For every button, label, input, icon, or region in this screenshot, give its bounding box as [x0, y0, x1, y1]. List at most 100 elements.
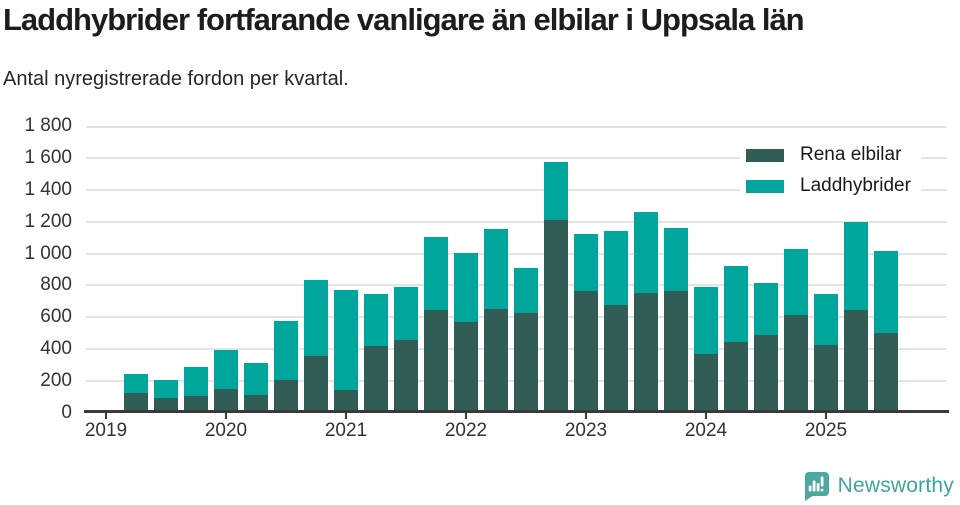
bar-group	[514, 268, 538, 413]
chart: 0 200 400 600 800 1 000 1 200 1 400 1 600 1 800 2…	[0, 115, 960, 441]
bar-group	[154, 380, 178, 413]
y-axis-label: 1 400	[24, 179, 72, 200]
x-axis-label: 2024	[684, 420, 728, 441]
bar-segment-laddhybrider	[634, 212, 658, 293]
y-axis-label: 0	[61, 402, 72, 423]
y-axis-label: 400	[40, 338, 72, 359]
bar-group	[244, 363, 268, 413]
bar-segment-laddhybrider	[724, 266, 748, 342]
bar-segment-laddhybrider	[334, 290, 358, 390]
x-axis-label: 2019	[84, 420, 128, 441]
bar-segment-rena-elbilar	[394, 340, 418, 413]
bar-group	[604, 231, 628, 413]
bar-group	[184, 367, 208, 413]
bar-group	[484, 229, 508, 413]
bar-group	[334, 290, 358, 413]
bar-segment-rena-elbilar	[274, 380, 298, 413]
bar-segment-laddhybrider	[244, 363, 268, 395]
bar-segment-laddhybrider	[874, 251, 898, 333]
bar-group	[454, 253, 478, 413]
bar-group	[394, 287, 418, 413]
bar-segment-rena-elbilar	[754, 335, 778, 413]
x-axis-line	[84, 410, 949, 413]
y-axis-label: 1 600	[24, 147, 72, 168]
plot-area	[84, 126, 949, 419]
x-axis-tick	[105, 413, 107, 419]
bar-segment-rena-elbilar	[364, 346, 388, 413]
bar-segment-laddhybrider	[394, 287, 418, 340]
bar-segment-laddhybrider	[484, 229, 508, 309]
newsworthy-logo-icon	[804, 472, 829, 501]
bar-segment-rena-elbilar	[574, 291, 598, 413]
bar-segment-rena-elbilar	[664, 291, 688, 413]
bar-group	[814, 294, 838, 413]
newsworthy-logo[interactable]: Newsworthy	[800, 471, 954, 501]
bar-segment-rena-elbilar	[724, 342, 748, 413]
x-axis-tick	[705, 413, 707, 419]
x-axis-label: 2020	[204, 420, 248, 441]
bar-segment-rena-elbilar	[694, 354, 718, 413]
bar-segment-laddhybrider	[274, 321, 298, 380]
bar-group	[694, 287, 718, 413]
bar-segment-laddhybrider	[784, 249, 808, 315]
gridline	[86, 189, 947, 191]
x-axis-tick	[585, 413, 587, 419]
legend-swatch-rena-elbilar	[746, 148, 784, 162]
bar-segment-rena-elbilar	[154, 398, 178, 413]
bar-segment-laddhybrider	[754, 283, 778, 335]
bar-group	[304, 280, 328, 413]
y-axis-label: 800	[40, 274, 72, 295]
bar-group	[364, 294, 388, 413]
y-axis-label: 200	[40, 370, 72, 391]
bar-group	[634, 212, 658, 413]
bar-segment-laddhybrider	[424, 237, 448, 310]
bar-segment-rena-elbilar	[874, 333, 898, 413]
legend-item-laddhybrider: Laddhybrider	[746, 175, 911, 197]
bar-segment-laddhybrider	[124, 374, 148, 393]
bar-segment-rena-elbilar	[454, 322, 478, 413]
bar-segment-laddhybrider	[814, 294, 838, 345]
bar-segment-rena-elbilar	[514, 313, 538, 413]
legend-label-rena-elbilar: Rena elbilar	[800, 144, 902, 165]
bar-segment-rena-elbilar	[124, 393, 148, 413]
bar-group	[574, 234, 598, 413]
bar-segment-rena-elbilar	[484, 309, 508, 413]
legend-swatch-laddhybrider	[746, 179, 784, 193]
bar-segment-laddhybrider	[574, 234, 598, 291]
bar-segment-rena-elbilar	[304, 356, 328, 413]
bar-segment-rena-elbilar	[844, 310, 868, 413]
bar-segment-rena-elbilar	[634, 293, 658, 413]
x-axis-tick	[225, 413, 227, 419]
bar-group	[874, 251, 898, 413]
bar-segment-laddhybrider	[544, 162, 568, 220]
gridline	[86, 126, 947, 128]
bar-segment-laddhybrider	[664, 228, 688, 291]
x-axis-label: 2021	[324, 420, 368, 441]
legend-label-laddhybrider: Laddhybrider	[800, 175, 911, 196]
bar-group	[784, 249, 808, 413]
gridline	[86, 253, 947, 255]
bar-group	[724, 266, 748, 413]
bar-segment-laddhybrider	[844, 222, 868, 310]
y-axis-labels: 0 200 400 600 800 1 000 1 200 1 400 1 600 1 800	[0, 115, 72, 423]
page-title: Laddhybrider fortfarande vanligare än el…	[3, 2, 805, 37]
bar-segment-rena-elbilar	[814, 345, 838, 413]
bar-segment-laddhybrider	[514, 268, 538, 313]
bar-segment-rena-elbilar	[184, 396, 208, 413]
bar-segment-laddhybrider	[214, 350, 238, 389]
bar-group	[424, 237, 448, 413]
bar-segment-rena-elbilar	[604, 305, 628, 413]
page-subtitle: Antal nyregistrerade fordon per kvartal.	[3, 68, 349, 90]
legend: Rena elbilar Laddhybrider	[740, 138, 921, 205]
bar-group	[844, 222, 868, 413]
bar-segment-laddhybrider	[304, 280, 328, 356]
x-axis-label: 2022	[444, 420, 488, 441]
x-axis-label: 2025	[804, 420, 848, 441]
newsworthy-brand-text: Newsworthy	[837, 474, 954, 497]
bar-segment-laddhybrider	[364, 294, 388, 346]
y-axis-label: 1 200	[24, 211, 72, 232]
bar-segment-rena-elbilar	[244, 395, 268, 413]
x-axis-tick	[465, 413, 467, 419]
y-axis-label: 600	[40, 306, 72, 327]
y-axis-label: 1 000	[24, 243, 72, 264]
